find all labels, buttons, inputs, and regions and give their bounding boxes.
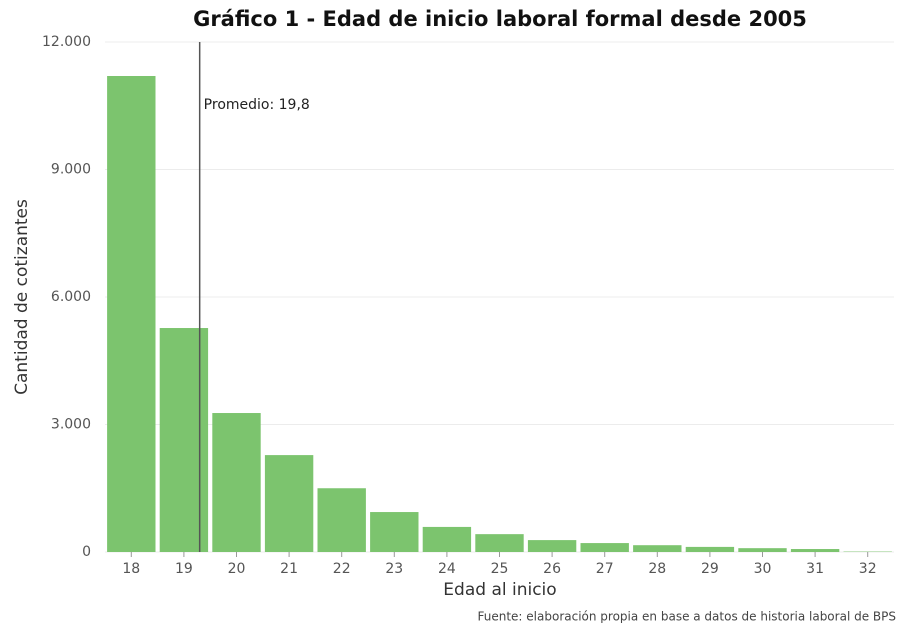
mean-label: Promedio: 19,8 [204, 97, 310, 113]
bar [422, 526, 472, 552]
source-note: Fuente: elaboración propia en base a dat… [478, 610, 897, 624]
x-tick-label: 22 [333, 561, 351, 577]
x-tick-label: 31 [806, 561, 824, 577]
bar [475, 534, 524, 552]
x-tick-label: 25 [491, 561, 509, 577]
bar [159, 328, 209, 552]
x-tick-label: 24 [438, 561, 456, 577]
y-tick-label: 0 [82, 544, 91, 560]
x-tick-label: 27 [596, 561, 614, 577]
bar [317, 488, 366, 552]
x-tick-label: 20 [228, 561, 246, 577]
bar [633, 545, 682, 552]
bar [685, 546, 735, 552]
bar [527, 540, 577, 552]
x-axis-title: Edad al inicio [443, 580, 556, 600]
chart-title: Gráfico 1 - Edad de inicio laboral forma… [193, 7, 807, 31]
y-tick-label: 12.000 [42, 34, 91, 50]
x-tick-label: 23 [385, 561, 403, 577]
x-tick-label: 19 [175, 561, 193, 577]
y-axis-title: Cantidad de cotizantes [12, 199, 32, 395]
y-tick-label: 6.000 [51, 289, 91, 305]
x-tick-label: 29 [701, 561, 719, 577]
bar [212, 413, 261, 552]
y-tick-label: 3.000 [51, 417, 91, 433]
x-tick-label: 30 [754, 561, 772, 577]
bar [264, 455, 314, 552]
x-tick-label: 28 [648, 561, 666, 577]
x-tick-label: 21 [280, 561, 298, 577]
x-tick-label: 18 [122, 561, 140, 577]
x-tick-label: 26 [543, 561, 561, 577]
x-tick-label: 32 [859, 561, 877, 577]
bar [738, 548, 787, 552]
y-tick-label: 9.000 [51, 162, 91, 178]
bar [107, 76, 156, 552]
bar [370, 512, 419, 552]
bar [580, 543, 629, 552]
bar [790, 549, 840, 552]
